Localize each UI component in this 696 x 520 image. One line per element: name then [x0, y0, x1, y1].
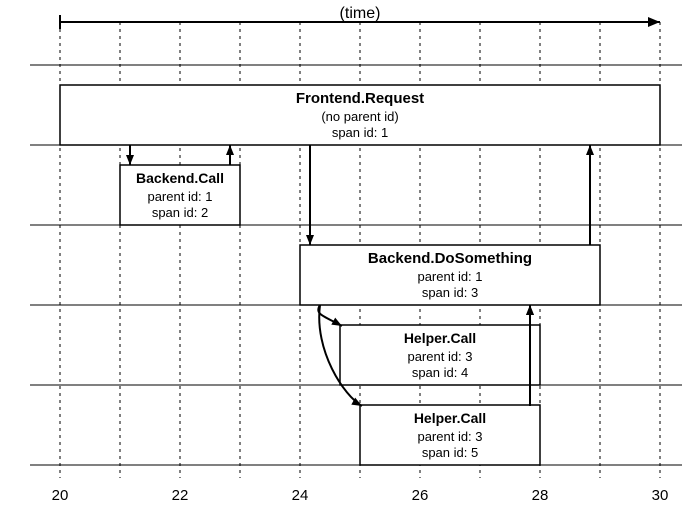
- span-3: Backend.DoSomething parent id: 1span id: …: [300, 245, 600, 305]
- span-id: span id: 5: [422, 445, 478, 460]
- span-parent-id: parent id: 1: [417, 269, 482, 284]
- span-4: Helper.Call parent id: 3span id: 4: [340, 325, 540, 385]
- span-2: Backend.Call parent id: 1span id: 2: [120, 165, 240, 225]
- span-parent-id: (no parent id): [321, 109, 398, 124]
- time-axis-label: (time): [340, 5, 381, 22]
- span-parent-id: parent id: 1: [147, 189, 212, 204]
- span-title: Helper.Call: [404, 330, 476, 346]
- span-id: span id: 3: [422, 285, 478, 300]
- tick-label: 20: [52, 487, 69, 504]
- tick-label: 30: [652, 487, 669, 504]
- span-id: span id: 1: [332, 125, 388, 140]
- span-5: Helper.Call parent id: 3span id: 5: [360, 405, 540, 465]
- tick-label: 28: [532, 487, 549, 504]
- span-title: Backend.Call: [136, 170, 224, 186]
- span-title: Frontend.Request: [296, 90, 424, 107]
- span-id: span id: 2: [152, 205, 208, 220]
- span-id: span id: 4: [412, 365, 468, 380]
- span-parent-id: parent id: 3: [417, 429, 482, 444]
- tick-label: 22: [172, 487, 189, 504]
- span-title: Backend.DoSomething: [368, 250, 532, 267]
- tick-label: 26: [412, 487, 429, 504]
- span-title: Helper.Call: [414, 410, 486, 426]
- span-1: Frontend.Request (no parent id)span id: 1: [60, 85, 660, 145]
- tick-label: 24: [292, 487, 309, 504]
- span-parent-id: parent id: 3: [407, 349, 472, 364]
